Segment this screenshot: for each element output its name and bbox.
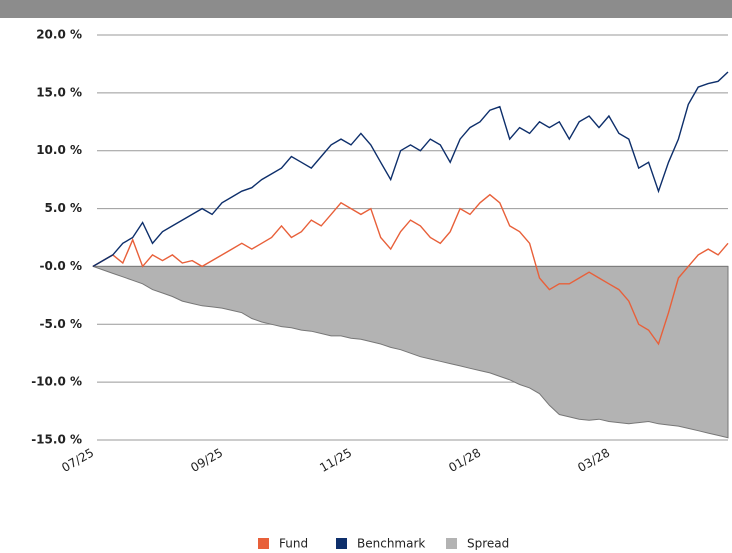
x-tick-label: 01/28 (446, 446, 483, 475)
spread-area (92, 265, 729, 439)
series-line (92, 193, 729, 346)
x-tick-label: 07/25 (59, 446, 96, 475)
y-tick-label: 20.0 % (36, 28, 82, 42)
legend-label: Spread (467, 537, 509, 551)
y-tick-label: 15.0 % (36, 85, 82, 99)
y-tick-label: 10.0 % (36, 143, 82, 157)
y-tick-label: -0.0 % (40, 259, 82, 273)
y-tick-label: -10.0 % (31, 375, 82, 389)
legend-swatch (446, 538, 457, 549)
header-bar (0, 0, 732, 18)
legend-swatch (336, 538, 347, 549)
legend-label: Fund (279, 537, 308, 551)
legend-label: Benchmark (357, 537, 425, 551)
y-tick-label: -5.0 % (40, 317, 82, 331)
y-tick-label: -15.0 % (31, 433, 82, 447)
series-line (92, 71, 729, 268)
x-tick-label: 03/28 (575, 446, 612, 475)
x-tick-label: 09/25 (188, 446, 225, 475)
x-tick-label: 11/25 (317, 446, 354, 475)
legend-swatch (258, 538, 269, 549)
y-tick-label: 5.0 % (45, 201, 82, 215)
